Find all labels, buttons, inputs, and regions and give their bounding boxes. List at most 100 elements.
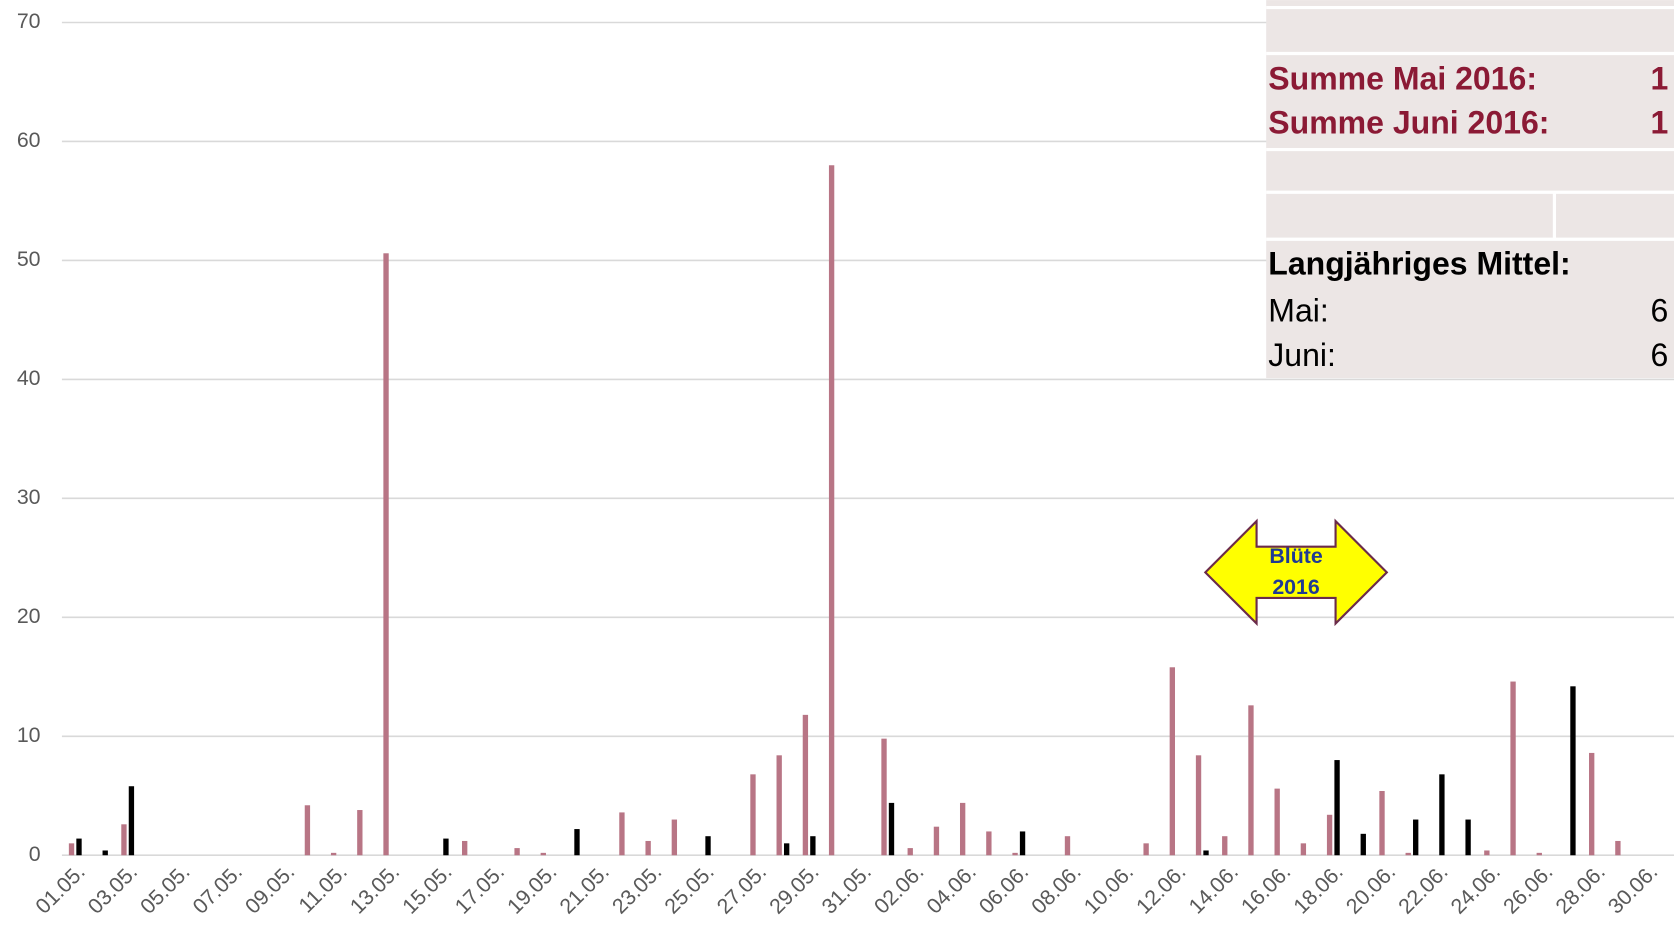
x-tick-label: 21.05. <box>555 860 614 919</box>
y-tick-label: 20 <box>17 604 41 628</box>
y-tick-label: 60 <box>17 128 41 152</box>
x-tick-label: 02.06. <box>870 860 929 919</box>
y-tick-label: 30 <box>17 485 41 509</box>
bar <box>68 843 75 856</box>
bar <box>121 824 127 856</box>
bar <box>1143 843 1149 856</box>
bar <box>810 836 816 856</box>
bar <box>540 852 546 856</box>
x-tick-label: 06.06. <box>974 860 1033 919</box>
x-tick-label: 05.05. <box>136 860 195 919</box>
x-tick-label: 08.06. <box>1027 860 1086 919</box>
plot-area: 01020304050607001.05.03.05.05.05.07.05.0… <box>17 9 1674 919</box>
x-tick-label: 27.05. <box>712 860 771 919</box>
bloom-annotation: Blüte 2016 <box>1203 518 1389 627</box>
table-value: 1 <box>1651 104 1669 140</box>
x-tick-label: 07.05. <box>188 860 247 919</box>
x-tick-label: 13.05. <box>345 860 404 919</box>
bar <box>802 714 809 856</box>
bar <box>933 826 940 856</box>
bar <box>1615 840 1621 856</box>
table-background <box>1266 0 1674 379</box>
bar <box>1465 819 1471 856</box>
bar <box>1334 760 1340 856</box>
bar <box>888 802 895 856</box>
table-value: 6 <box>1651 292 1669 328</box>
bar <box>881 738 887 856</box>
table-label: Summe Mai 2016: <box>1268 61 1537 97</box>
bar <box>645 840 651 856</box>
bar <box>1326 814 1333 856</box>
x-tick-label: 01.05. <box>31 860 90 919</box>
y-tick-label: 50 <box>17 247 41 271</box>
x-tick-label: 24.06. <box>1446 860 1505 919</box>
table-heading: Langjähriges Mittel: <box>1268 245 1570 281</box>
x-tick-label: 11.05. <box>294 860 352 918</box>
bar <box>1405 852 1411 856</box>
bar <box>462 840 468 856</box>
bar <box>574 829 580 856</box>
bar <box>828 165 835 856</box>
bar <box>1019 831 1026 856</box>
x-tick-label: 19.05. <box>503 860 562 919</box>
x-tick-label: 15.05. <box>398 860 457 919</box>
annotation-text: 2016 <box>1272 575 1320 599</box>
summary-table: Summe Mai 2016: 1 Summe Juni 2016: 1 Lan… <box>1266 0 1674 379</box>
y-tick-label: 70 <box>17 9 41 33</box>
x-tick-label: 04.06. <box>922 860 981 919</box>
bar <box>1536 852 1542 856</box>
bar <box>1360 833 1366 856</box>
x-tick-label: 03.05. <box>83 860 142 919</box>
y-tick-label: 10 <box>17 723 41 747</box>
bar <box>1570 686 1576 856</box>
bar <box>330 852 337 856</box>
table-label: Summe Juni 2016: <box>1268 104 1549 140</box>
x-tick-label: 25.05. <box>660 860 719 919</box>
bar <box>750 774 756 856</box>
bar <box>1195 755 1202 856</box>
bar <box>1064 836 1071 856</box>
bar <box>705 836 711 856</box>
bar <box>514 848 520 856</box>
bar <box>102 850 108 856</box>
table-value: 6 <box>1651 337 1669 373</box>
bar <box>1169 667 1176 856</box>
bar <box>1222 836 1228 856</box>
bar <box>383 253 389 856</box>
bar <box>1203 850 1209 856</box>
bar <box>128 786 135 856</box>
bar <box>1274 788 1280 856</box>
x-tick-label: 23.05. <box>607 860 666 919</box>
bar <box>783 843 790 856</box>
x-tick-label: 22.06. <box>1394 860 1453 919</box>
y-tick-label: 0 <box>29 842 41 866</box>
bar <box>1439 774 1445 856</box>
table-value: 1 <box>1651 61 1669 97</box>
bar <box>1012 852 1018 856</box>
x-tick-label: 17.05. <box>450 860 509 919</box>
bar <box>1484 850 1490 856</box>
x-tick-label: 09.05. <box>240 860 299 919</box>
bar <box>1589 752 1595 856</box>
bar <box>304 805 311 856</box>
bar <box>986 831 992 856</box>
bar <box>619 812 625 856</box>
y-tick-label: 40 <box>17 366 41 390</box>
bar <box>907 848 913 856</box>
bar <box>671 819 678 856</box>
bar <box>1300 843 1307 856</box>
bar <box>443 838 449 856</box>
x-tick-label: 12.06. <box>1132 860 1191 919</box>
x-tick-label: 30.06. <box>1603 860 1662 919</box>
x-tick-label: 10.06. <box>1079 860 1138 919</box>
bar <box>76 838 82 856</box>
table-label: Juni: <box>1268 337 1336 373</box>
bar <box>1248 705 1254 856</box>
bar <box>959 802 966 856</box>
x-tick-label: 14.06. <box>1184 860 1243 919</box>
x-tick-label: 26.06. <box>1499 860 1558 919</box>
table-lines <box>1266 5 1674 241</box>
bar <box>357 810 363 856</box>
